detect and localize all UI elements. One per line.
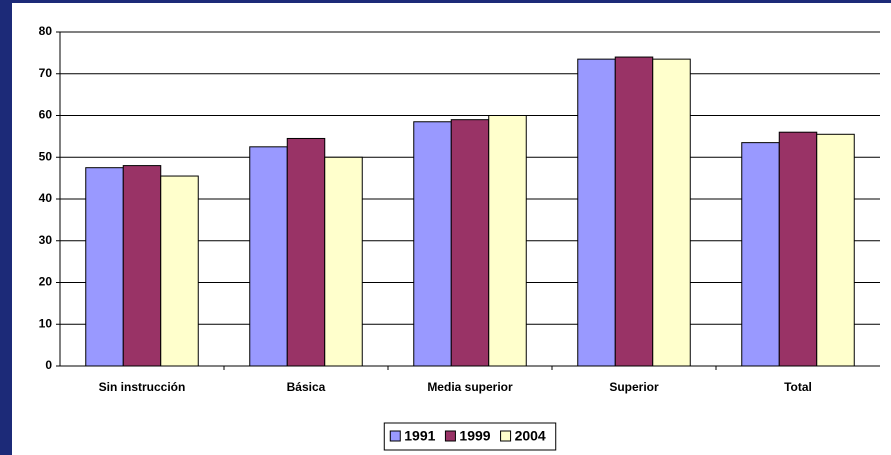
- bar: [122, 165, 162, 367]
- bar: [488, 115, 527, 367]
- legend-label: 1991: [404, 428, 435, 444]
- legend-swatch: [389, 430, 401, 442]
- bar: [160, 175, 199, 367]
- y-tick-label: 80: [39, 24, 53, 38]
- legend-label: 1999: [459, 428, 490, 444]
- bar: [577, 58, 616, 367]
- y-tick-label: 10: [39, 316, 53, 330]
- y-tick-label: 50: [39, 149, 53, 163]
- y-tick-label: 20: [39, 275, 53, 289]
- bar: [324, 156, 363, 367]
- bar: [652, 58, 691, 367]
- y-tick-label: 0: [45, 358, 52, 372]
- y-tick-label: 40: [39, 191, 53, 205]
- bar: [286, 137, 326, 367]
- bar: [614, 56, 654, 367]
- x-tick-label: Media superior: [427, 380, 513, 394]
- bar: [249, 146, 288, 367]
- bar: [85, 167, 124, 367]
- legend: 1991 1999 2004: [383, 422, 557, 451]
- x-tick-label: Básica: [287, 380, 326, 394]
- y-tick-label: 70: [39, 66, 53, 80]
- y-tick-label: 30: [39, 233, 53, 247]
- x-tick-label: Sin instrucción: [99, 380, 186, 394]
- legend-label: 2004: [515, 428, 546, 444]
- legend-swatch: [444, 430, 456, 442]
- legend-swatch: [500, 430, 512, 442]
- y-tick-label: 60: [39, 108, 53, 122]
- bar: [778, 131, 818, 367]
- bar: [816, 133, 855, 367]
- bar: [450, 119, 490, 367]
- bar: [741, 142, 780, 367]
- legend-box: [383, 422, 557, 451]
- x-tick-label: Total: [784, 380, 812, 394]
- bar: [413, 121, 452, 367]
- x-tick-label: Superior: [609, 380, 659, 394]
